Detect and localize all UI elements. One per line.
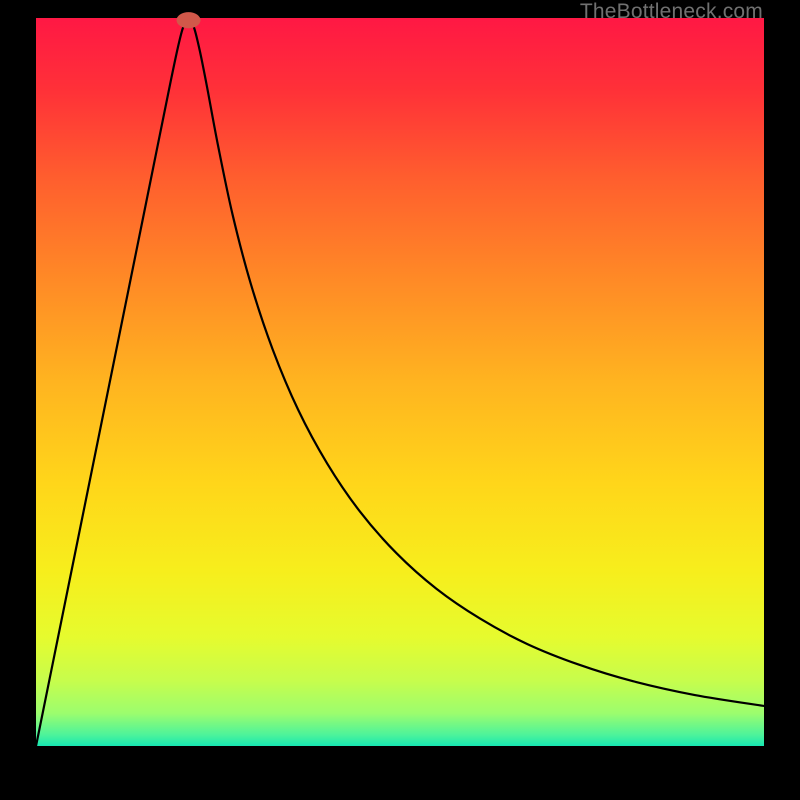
optimum-marker bbox=[177, 12, 201, 28]
curve-layer bbox=[36, 18, 764, 746]
bottleneck-curve bbox=[36, 18, 764, 746]
chart-frame: TheBottleneck.com bbox=[0, 0, 800, 800]
plot-area bbox=[36, 18, 764, 746]
watermark-text: TheBottleneck.com bbox=[580, 0, 763, 24]
